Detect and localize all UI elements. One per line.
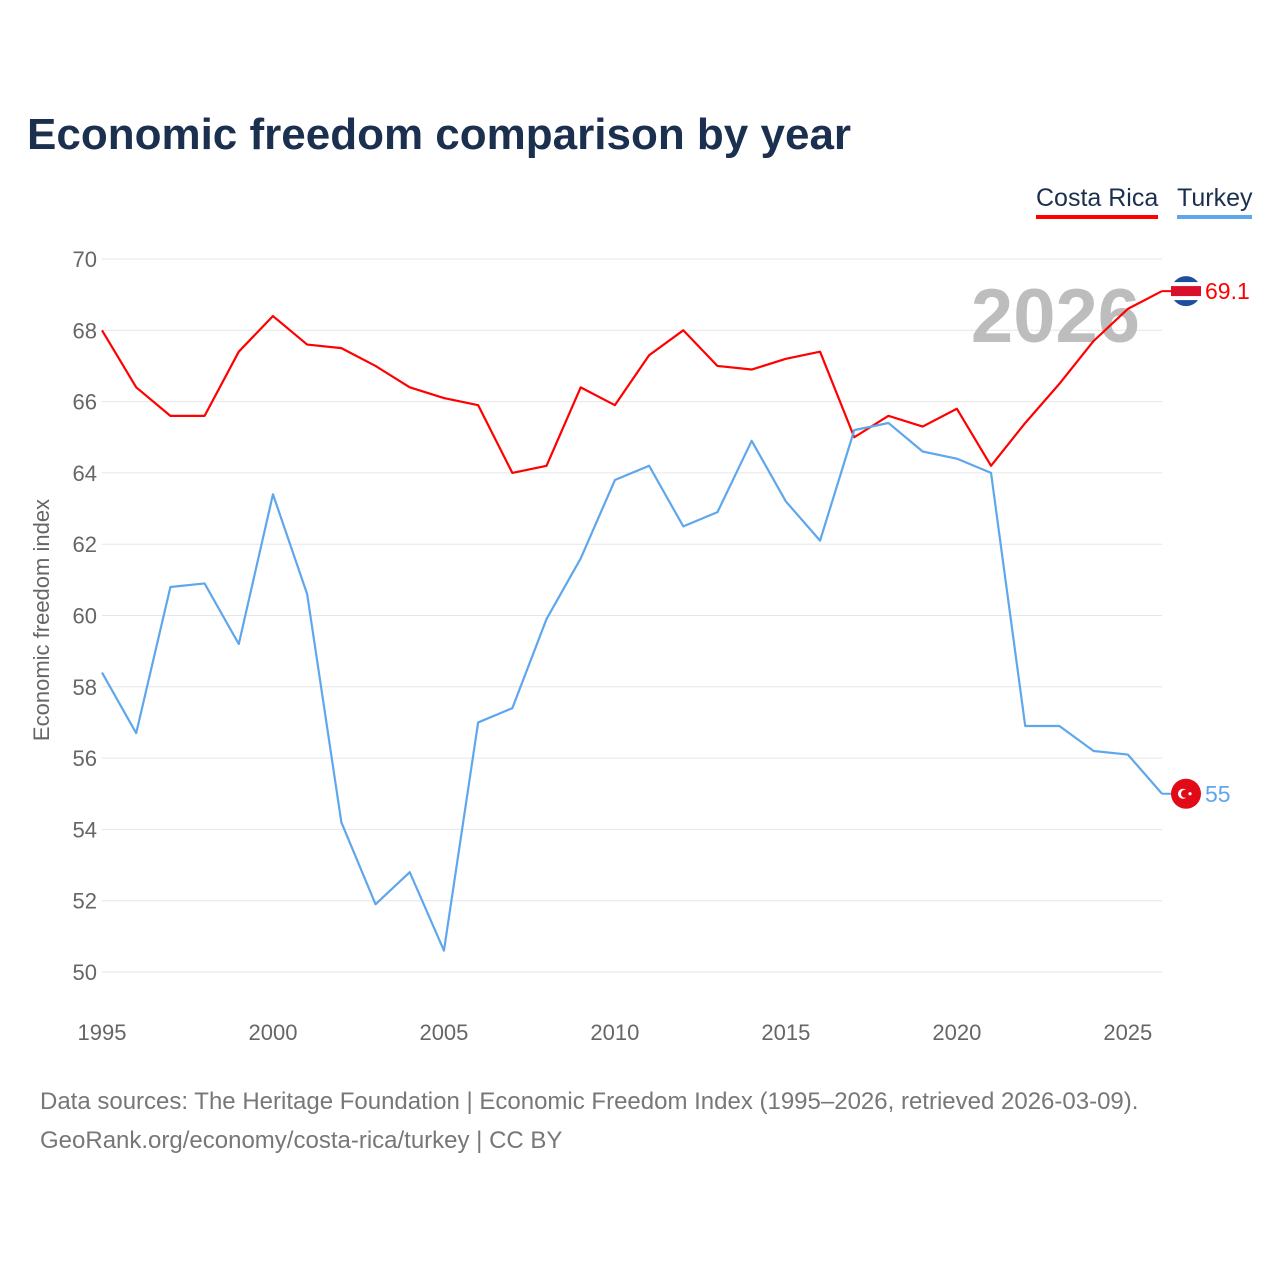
x-tick-label: 2000 — [248, 1020, 297, 1045]
y-tick-label: 60 — [73, 604, 97, 629]
y-tick-label: 70 — [73, 247, 97, 272]
x-tick-label: 2020 — [932, 1020, 981, 1045]
x-tick-label: 1995 — [78, 1020, 127, 1045]
year-watermark: 2026 — [971, 274, 1140, 359]
y-tick-label: 56 — [73, 746, 97, 771]
footer-sources: Data sources: The Heritage Foundation | … — [40, 1088, 1139, 1115]
y-tick-label: 58 — [73, 675, 97, 700]
y-tick-label: 54 — [73, 817, 97, 842]
series-line-costa-rica — [101, 290, 1163, 474]
y-tick-label: 66 — [73, 390, 97, 415]
flag-stripe — [1171, 286, 1201, 297]
end-value-label: 69.1 — [1205, 278, 1250, 304]
x-tick-label: 2010 — [590, 1020, 639, 1045]
end-value-label: 55 — [1205, 781, 1231, 807]
footer-credit: GeoRank.org/economy/costa-rica/turkey | … — [40, 1127, 563, 1154]
x-tick-label: 2015 — [761, 1020, 810, 1045]
flag-crescent — [1181, 789, 1189, 798]
y-tick-label: 64 — [73, 461, 97, 486]
y-tick-label: 68 — [73, 318, 97, 343]
x-tick-label: 2025 — [1103, 1020, 1152, 1045]
y-tick-label: 52 — [73, 889, 97, 914]
chart-title: Economic freedom comparison by year — [27, 110, 852, 159]
series-line-turkey — [101, 421, 1163, 952]
legend-turkey[interactable]: Turkey — [1177, 184, 1253, 219]
legend-costa-rica[interactable]: Costa Rica — [1036, 184, 1159, 219]
y-tick-label: 62 — [73, 532, 97, 557]
y-tick-label: 50 — [73, 960, 97, 985]
flag-star — [1188, 792, 1192, 796]
x-tick-label: 2005 — [419, 1020, 468, 1045]
